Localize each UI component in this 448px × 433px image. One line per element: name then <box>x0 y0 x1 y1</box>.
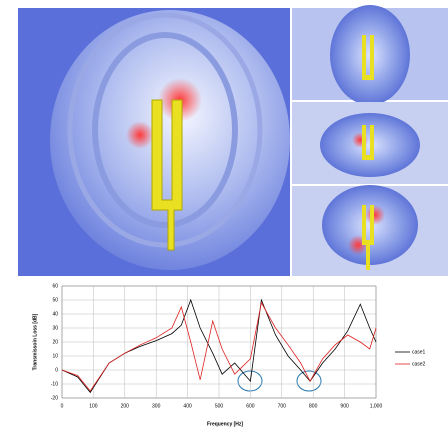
annotations <box>237 370 322 392</box>
y-tick-label: 10 <box>52 353 58 359</box>
x-tick-label: 600 <box>246 403 255 409</box>
x-tick-label: 800 <box>309 403 318 409</box>
series-line <box>61 301 377 392</box>
render-side <box>292 5 448 276</box>
x-axis-label: Frequency [Hz] <box>207 421 243 427</box>
x-tick-label: 900 <box>340 403 349 409</box>
y-tick-label: 20 <box>52 339 58 345</box>
x-tick-label: 500 <box>215 403 224 409</box>
x-tick-label: 200 <box>121 403 130 409</box>
x-tick-label: 700 <box>278 403 287 409</box>
chart-bg <box>18 278 448 428</box>
y-axis-label: Transmissoin Loss [dB] <box>32 313 38 370</box>
y-tick-label: 60 <box>52 283 58 289</box>
y-tick-label: 50 <box>52 297 58 303</box>
x-tick-label: 300 <box>152 403 161 409</box>
y-tick-label: 0 <box>55 367 58 373</box>
x-tick-label: 1,000 <box>370 403 383 409</box>
y-tick-label: -20 <box>51 395 58 401</box>
x-tick-label: 100 <box>89 403 98 409</box>
legend-label: case1 <box>412 349 426 355</box>
y-tick-label: -10 <box>51 381 58 387</box>
y-tick-label: 40 <box>52 311 58 317</box>
legend-label: case2 <box>412 361 426 367</box>
x-tick-label: 400 <box>183 403 192 409</box>
x-tick-label: 0 <box>61 403 64 409</box>
y-tick-label: 30 <box>52 325 58 331</box>
render-main <box>18 8 290 276</box>
